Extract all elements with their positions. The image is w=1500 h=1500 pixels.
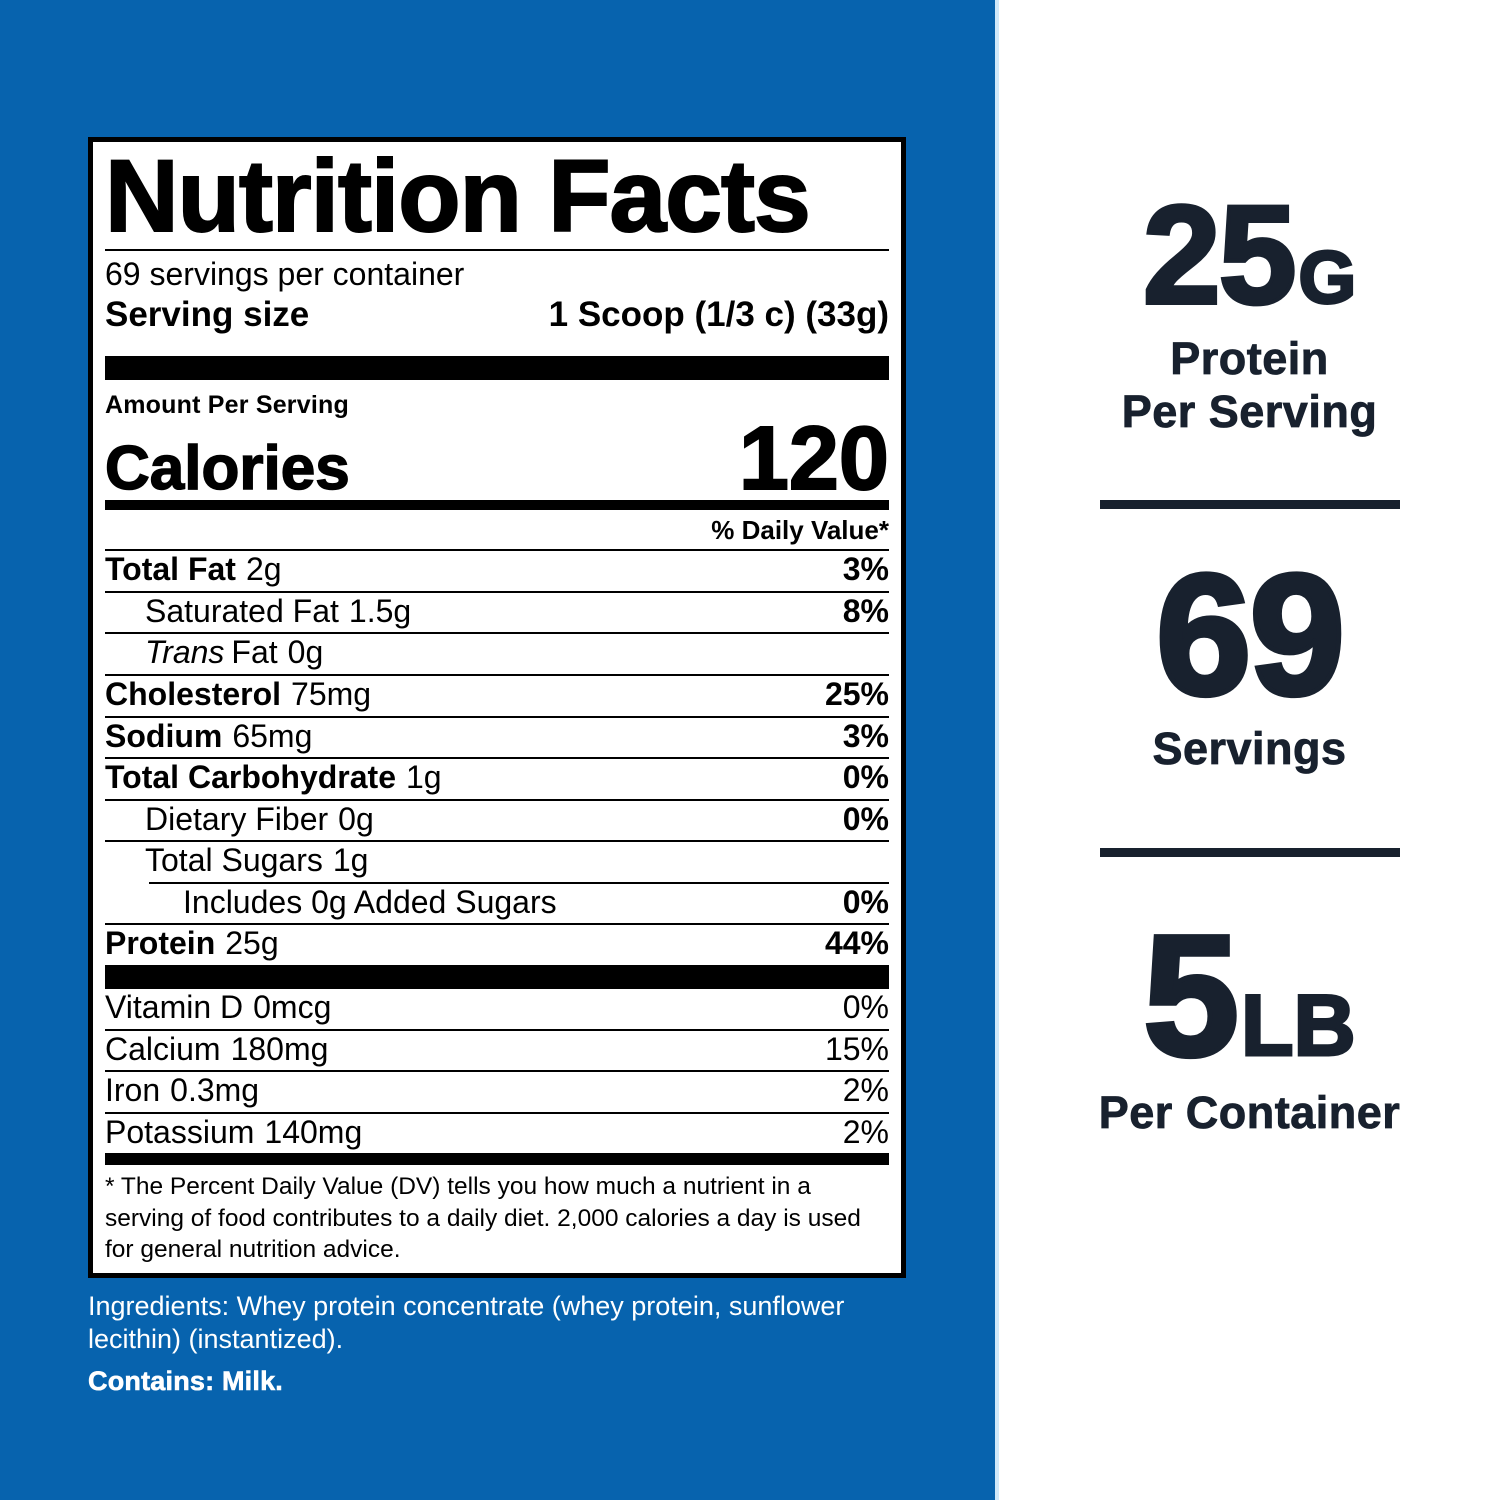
separator-bar-medium [105, 1153, 889, 1166]
daily-value-footnote: * The Percent Daily Value (DV) tells you… [105, 1173, 861, 1263]
separator-bar-medium [105, 500, 889, 511]
nutrient-amount: 2g [245, 551, 282, 588]
daily-value-header: % Daily Value* [711, 515, 889, 546]
nutrient-amount: 1g [332, 842, 369, 879]
vitamin-amount: 180mg [230, 1030, 329, 1067]
highlight-divider [1099, 500, 1400, 510]
nutrient-row-saturated-fat: Saturated Fat 1.5g 8% [105, 590, 889, 633]
vitamin-amount: 140mg [264, 1113, 363, 1150]
nutrient-name: Saturated Fat [145, 592, 339, 629]
ingredients-block: Ingredients: Whey protein concentrate (w… [88, 1290, 900, 1397]
nutrient-name: Cholesterol [105, 675, 282, 712]
serving-size-label: Serving size [105, 294, 310, 334]
left-column: Nutrition Facts 69 servings per containe… [88, 137, 906, 1397]
highlight-servings: 69 Servings [1152, 539, 1348, 775]
nutrient-row-cholesterol: Cholesterol 75mg 25% [105, 673, 889, 716]
nutrient-amount: 0g [287, 634, 324, 671]
vitamin-amount: 0.3mg [170, 1072, 260, 1109]
nutrition-facts-title: Nutrition Facts [104, 139, 812, 253]
nutrient-row-dietary-fiber: Dietary Fiber 0g 0% [105, 798, 889, 841]
vitamin-row-calcium: Calcium 180mg 15% [105, 1028, 889, 1071]
nutrient-name: Fat [231, 634, 278, 671]
protein-label-line2: Per Serving [1121, 386, 1378, 438]
protein-label-line1: Protein [1170, 333, 1329, 385]
vitamin-row-potassium: Potassium 140mg 2% [105, 1111, 889, 1154]
nutrient-row-total-carbohydrate: Total Carbohydrate 1g 0% [105, 757, 889, 799]
servings-per-container: 69 servings per container [105, 255, 465, 292]
highlight-protein: 25 G Protein Per Serving [1121, 176, 1378, 438]
ingredients-text: Ingredients: Whey protein concentrate (w… [88, 1290, 845, 1354]
servings-label: Servings [1152, 722, 1346, 775]
vitamin-name: Calcium [105, 1030, 221, 1067]
nutrient-amount: 65mg [232, 717, 313, 754]
serving-size-row: Serving size 1 Scoop (1/3 c) (33g) [105, 294, 889, 336]
nutrition-facts-panel: Nutrition Facts 69 servings per containe… [88, 137, 906, 1278]
nutrient-row-sodium: Sodium 65mg 3% [105, 715, 889, 758]
nutrient-row-protein: Protein 25g 44% [105, 923, 889, 965]
calories-row: Calories 120 [104, 413, 890, 505]
protein-grams-unit: G [1297, 236, 1358, 319]
weight-value: 5 [1141, 900, 1242, 1093]
nutrient-amount: 0g [338, 800, 374, 837]
nutrient-name: Dietary Fiber [145, 800, 329, 837]
protein-label: Protein Per Serving [1121, 332, 1378, 438]
nutrient-name: Total Fat [105, 551, 236, 588]
allergen-contains-text: Contains: Milk. [88, 1365, 284, 1396]
vitamin-row-vitamin-d: Vitamin D 0mcg 0% [105, 989, 889, 1029]
nutrient-name: Total Carbohydrate [105, 759, 396, 796]
nutrient-amount: 75mg [291, 675, 372, 712]
nutrient-dv: 8% [842, 592, 889, 629]
nutrient-name: Protein [105, 925, 216, 962]
serving-size-value: 1 Scoop (1/3 c) (33g) [548, 294, 889, 334]
highlights-panel: 25 G Protein Per Serving 69 Servings 5 L… [995, 0, 1500, 1500]
separator-bar-thick [105, 965, 889, 990]
nutrient-dv: 44% [824, 925, 889, 962]
vitamin-dv: 2% [842, 1113, 889, 1150]
vitamin-name: Potassium [105, 1113, 255, 1150]
weight-label: Per Container [1098, 1086, 1401, 1139]
nutrient-dv: 25% [824, 675, 889, 712]
nutrient-dv: 3% [842, 717, 889, 754]
vitamin-name: Iron [105, 1072, 161, 1109]
nutrient-row-trans-fat: Trans Fat 0g [105, 632, 889, 674]
weight-label-line1: Per Container [1098, 1086, 1401, 1138]
title-rule [105, 248, 889, 251]
calories-label: Calories [104, 434, 350, 504]
vitamin-amount: 0mcg [253, 989, 332, 1026]
nutrient-name: Sodium [105, 717, 223, 754]
servings-label-line1: Servings [1152, 723, 1347, 775]
vitamin-dv: 2% [842, 1072, 889, 1109]
highlight-divider [1099, 848, 1400, 858]
nutrient-row-total-fat: Total Fat 2g 3% [105, 549, 889, 591]
separator-bar-thick [105, 355, 889, 380]
nutrient-dv: 0% [842, 883, 889, 920]
vitamin-name: Vitamin D [105, 989, 244, 1026]
servings-value: 69 [1153, 539, 1347, 732]
nutrient-row-added-sugars: Includes 0g Added Sugars 0% [149, 881, 889, 924]
nutrient-row-total-sugars: Total Sugars 1g [105, 840, 889, 882]
nutrient-name: Total Sugars [145, 842, 323, 879]
nutrient-name-italic: Trans [145, 634, 225, 671]
nutrient-name: Includes 0g Added Sugars [183, 883, 557, 920]
calories-value: 120 [738, 409, 890, 510]
protein-grams-value: 25 [1141, 176, 1299, 333]
vitamin-dv: 15% [824, 1030, 889, 1067]
nutrient-amount: 25g [225, 925, 279, 962]
nutrient-dv: 3% [842, 551, 889, 588]
nutrient-dv: 0% [842, 759, 889, 796]
nutrient-dv: 0% [842, 800, 889, 837]
weight-unit: LB [1240, 978, 1358, 1075]
vitamin-dv: 0% [842, 989, 889, 1026]
vitamin-row-iron: Iron 0.3mg 2% [105, 1070, 889, 1112]
highlight-weight: 5 LB Per Container [1098, 900, 1401, 1139]
nutrient-amount: 1g [406, 759, 442, 796]
nutrient-amount: 1.5g [348, 592, 412, 629]
amount-per-serving-label: Amount Per Serving [105, 390, 349, 419]
